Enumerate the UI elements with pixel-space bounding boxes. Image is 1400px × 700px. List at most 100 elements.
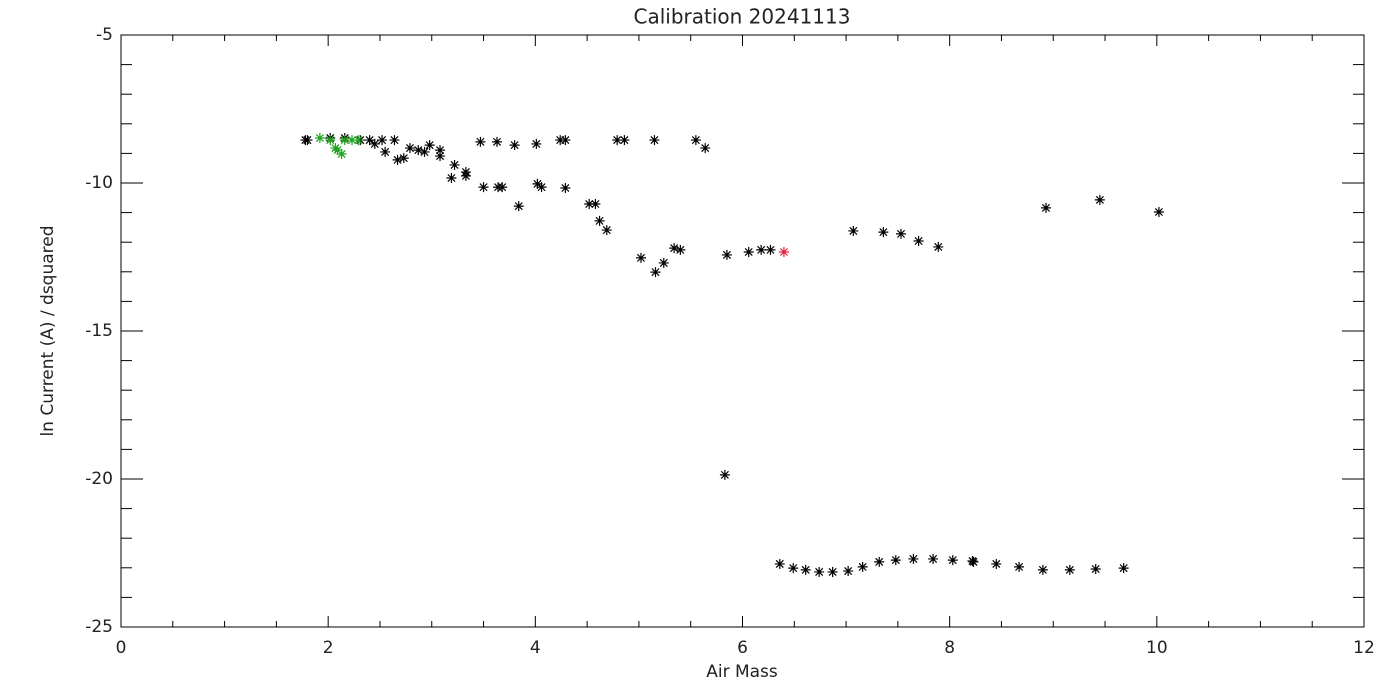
data-point (513, 201, 524, 212)
data-point (669, 243, 680, 254)
data-point (991, 558, 1002, 569)
data-point (878, 227, 889, 238)
y-tick-label: -5 (96, 25, 113, 45)
data-point (743, 246, 754, 257)
data-point (700, 143, 711, 154)
data-point (1118, 563, 1129, 574)
data-point (449, 159, 460, 170)
data-point (560, 135, 571, 146)
data-point (601, 225, 612, 236)
data-point (339, 135, 350, 146)
x-tick-label: 8 (944, 638, 955, 658)
data-point (1037, 564, 1048, 575)
data-point (389, 135, 400, 146)
data-point (933, 241, 944, 252)
data-point (635, 252, 646, 263)
data-point (346, 135, 357, 146)
data-point (890, 555, 901, 566)
data-point (369, 138, 380, 149)
data-point (650, 267, 661, 278)
data-point (1014, 561, 1025, 572)
data-point (649, 135, 660, 146)
data-point (778, 246, 789, 257)
x-tick-label: 4 (530, 638, 541, 658)
data-point (302, 135, 313, 146)
data-point (314, 133, 325, 144)
data-point (560, 183, 571, 194)
data-point (404, 143, 415, 154)
data-point (435, 151, 446, 162)
data-point (531, 138, 542, 149)
data-point (928, 553, 939, 564)
data-point (908, 553, 919, 564)
data-point (460, 167, 471, 178)
data-point (1064, 564, 1075, 575)
data-point (584, 199, 595, 210)
data-point (857, 561, 868, 572)
data-point (765, 244, 776, 255)
data-point (843, 566, 854, 577)
data-point (446, 172, 457, 183)
data-point (497, 182, 508, 193)
y-tick-label: -15 (85, 321, 113, 341)
y-axis-label: ln Current (A) / dsquared (38, 225, 58, 436)
data-point (756, 244, 767, 255)
y-tick-label: -10 (85, 173, 113, 193)
data-point (590, 199, 601, 210)
data-point (336, 148, 347, 159)
data-point (332, 145, 343, 156)
data-point (848, 225, 859, 236)
data-point (435, 145, 446, 156)
y-tick-label: -25 (85, 617, 113, 637)
data-point (536, 182, 547, 193)
data-point (719, 469, 730, 480)
data-point (509, 140, 520, 151)
data-point (1041, 202, 1051, 213)
x-tick-label: 10 (1146, 638, 1168, 658)
data-point (413, 145, 424, 156)
data-point (353, 135, 364, 146)
data-point (874, 556, 885, 567)
data-point (555, 135, 566, 146)
data-point (392, 154, 403, 165)
data-point (658, 257, 669, 268)
x-tick-label: 6 (737, 638, 748, 658)
data-point (721, 249, 732, 260)
data-point (398, 153, 409, 164)
data-point (478, 182, 489, 193)
data-point (800, 564, 811, 575)
data-point (1094, 194, 1105, 205)
data-point (380, 146, 391, 157)
data-point (612, 135, 623, 146)
data-point (594, 215, 605, 226)
data-point (913, 236, 924, 247)
data-point (774, 558, 785, 569)
data-point (788, 563, 799, 574)
chart-title: Calibration 20241113 (634, 5, 851, 29)
data-point (827, 566, 838, 577)
data-point (968, 556, 979, 567)
data-point (364, 135, 375, 146)
data-point (424, 140, 435, 151)
x-axis-label: Air Mass (706, 662, 778, 682)
data-point (619, 135, 630, 146)
data-point (532, 178, 543, 189)
data-point (947, 555, 958, 566)
x-tick-label: 0 (116, 638, 127, 658)
data-point (1153, 207, 1164, 218)
data-point (814, 566, 825, 577)
data-point (1090, 563, 1101, 574)
data-point (325, 135, 336, 146)
data-point (492, 136, 503, 147)
x-tick-label: 12 (1353, 638, 1375, 658)
data-point (690, 135, 701, 146)
data-point (895, 228, 906, 239)
data-point (675, 244, 686, 255)
y-tick-label: -20 (85, 469, 113, 489)
data-point (475, 136, 486, 147)
data-point (419, 146, 430, 157)
x-tick-label: 2 (323, 638, 334, 658)
